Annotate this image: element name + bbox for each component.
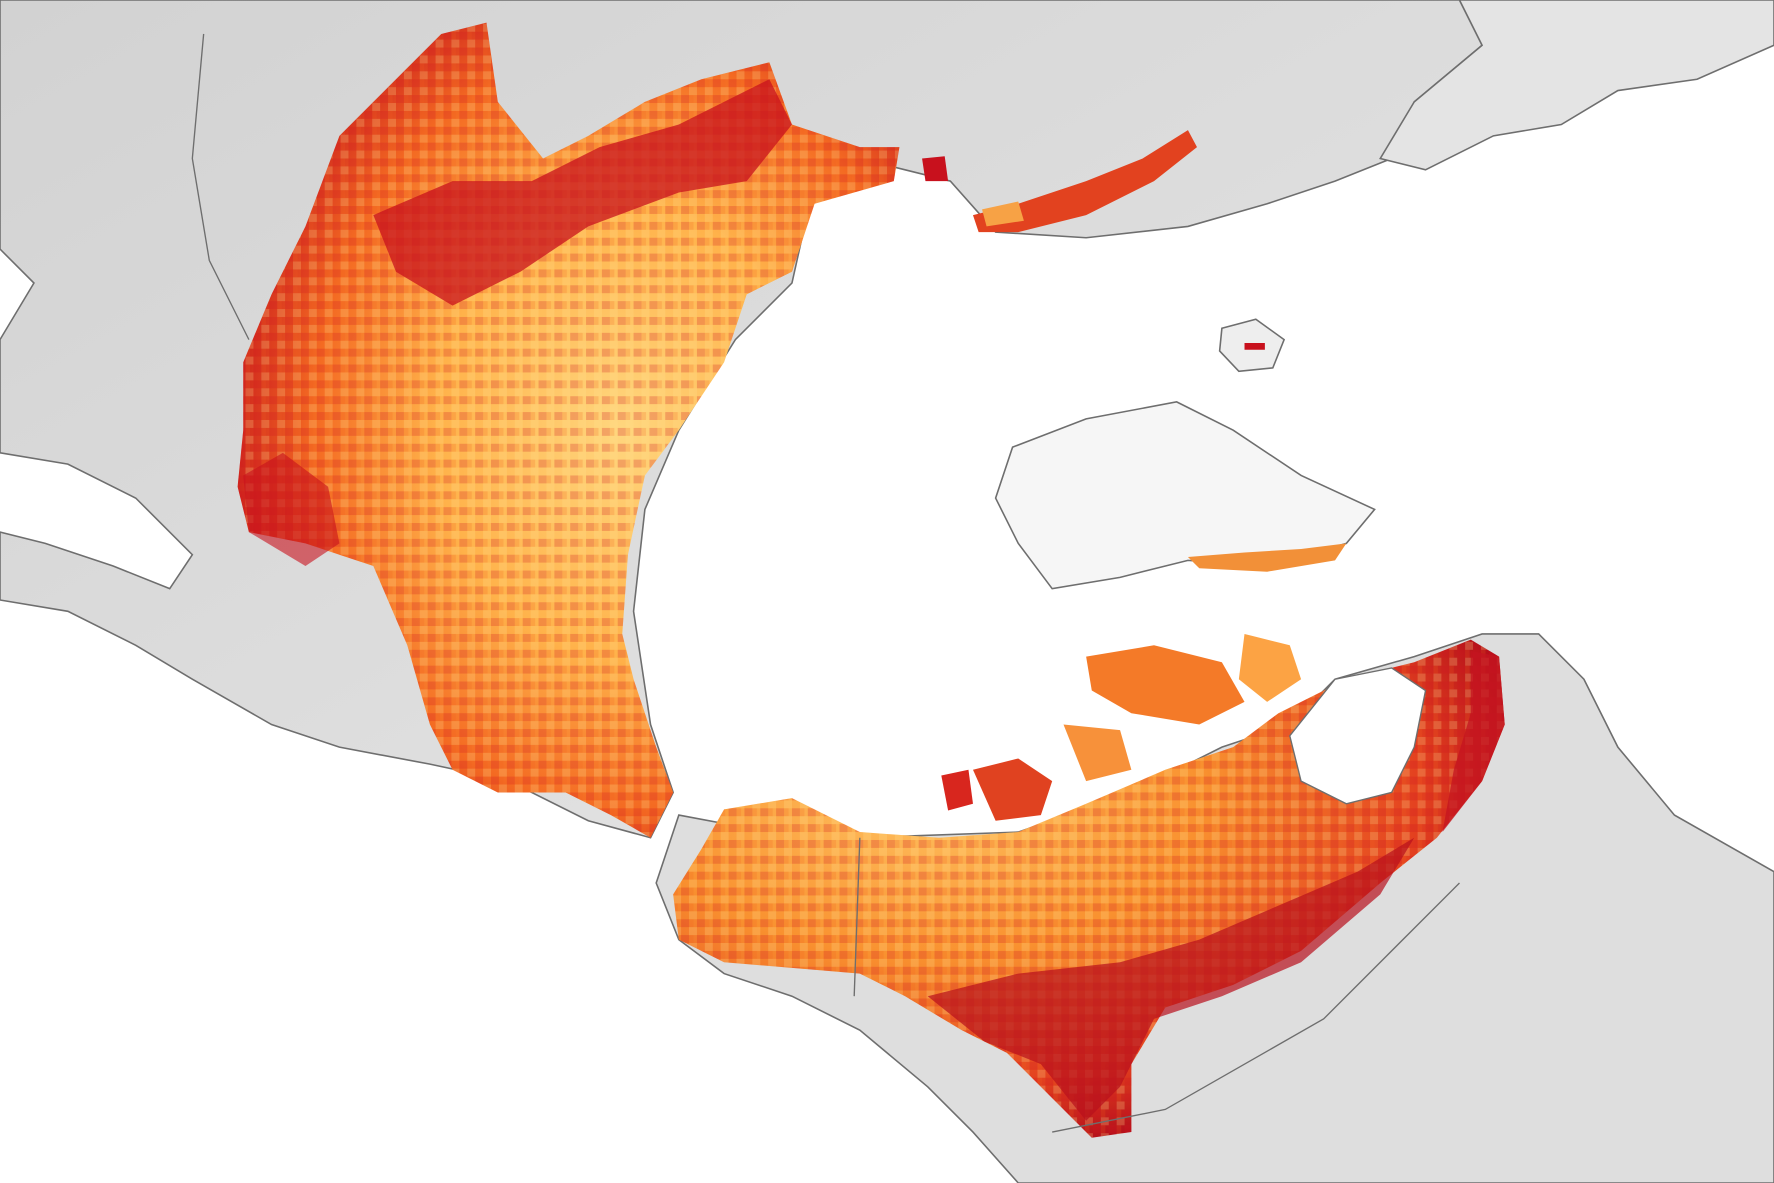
land-alaska-east-asia-top (1379, 0, 1774, 171)
border-line-alaska (853, 837, 861, 997)
heat-strip-chukotka-light (982, 201, 1024, 227)
heat-islands-4 (941, 769, 973, 811)
heat-greenland-south (1187, 543, 1347, 572)
hudson-bay (1289, 667, 1427, 805)
border-line-us-canada (1052, 882, 1460, 1133)
heat-spot-bering (922, 156, 949, 182)
heat-islands-5 (1063, 724, 1132, 782)
heat-islands-2 (1238, 633, 1302, 702)
heat-islands-1 (1086, 645, 1245, 725)
heat-band-north (373, 79, 792, 306)
heat-strip-chukotka (972, 130, 1197, 233)
heat-islands-3 (972, 758, 1053, 821)
heat-band-east (1442, 650, 1505, 833)
heat-band-west (243, 452, 340, 567)
heat-iceland-spot (1244, 343, 1265, 350)
border-line-asia (191, 33, 250, 340)
heat-band-south (927, 837, 1415, 1121)
